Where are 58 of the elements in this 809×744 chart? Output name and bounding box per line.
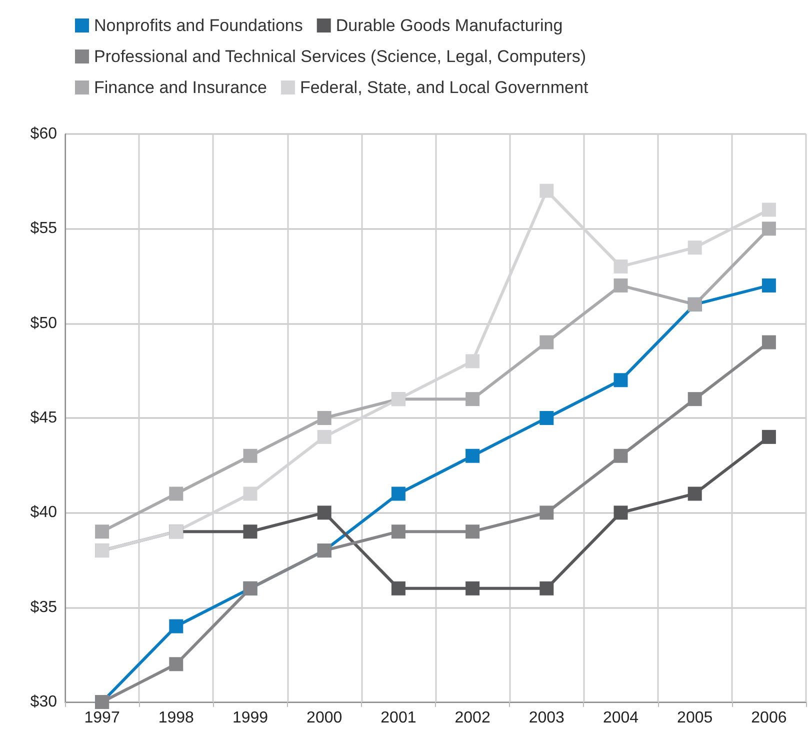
point <box>614 278 628 292</box>
x-tick-label: 2006 <box>751 710 787 726</box>
point <box>466 581 480 596</box>
legend-label: Nonprofits and Foundations <box>94 16 303 35</box>
point <box>169 486 184 501</box>
point <box>391 524 406 539</box>
point <box>688 240 702 255</box>
y-tick-label: $40 <box>30 504 58 522</box>
point <box>762 202 776 217</box>
point <box>466 392 480 406</box>
x-tick-label: 2003 <box>528 710 565 726</box>
legend-label: Durable Goods Manufacturing <box>336 16 563 35</box>
point <box>243 486 258 501</box>
point <box>317 506 332 520</box>
point <box>391 581 406 596</box>
point <box>243 448 258 463</box>
point <box>317 430 332 444</box>
y-tick-label: $30 <box>30 694 58 710</box>
legend-label: Finance and Insurance <box>94 78 267 97</box>
y-tick-label: $60 <box>30 126 58 142</box>
y-tick-label: $45 <box>30 410 58 426</box>
point <box>391 486 406 501</box>
point <box>540 184 554 198</box>
x-tick-label: 2000 <box>306 710 342 726</box>
point <box>169 619 184 634</box>
point <box>762 222 776 236</box>
x-tick-label: 2004 <box>602 710 639 726</box>
point <box>243 524 258 539</box>
point <box>762 335 776 350</box>
y-tick-label: $50 <box>30 314 58 332</box>
point <box>614 506 628 520</box>
point <box>614 260 628 274</box>
x-tick-label: 2002 <box>454 710 490 726</box>
point <box>466 448 480 463</box>
point <box>540 581 554 596</box>
point <box>540 335 554 350</box>
y-tick-label: $35 <box>30 598 58 616</box>
legend-label: Professional and Technical Services (Science, Legal, Computers) <box>94 47 586 66</box>
point <box>762 430 776 444</box>
point <box>95 524 110 539</box>
x-tick-label: 2005 <box>677 710 713 726</box>
point <box>169 657 184 672</box>
x-tick-label: 1998 <box>158 710 194 726</box>
point <box>466 524 480 539</box>
point <box>317 411 332 425</box>
x-tick-label: 2001 <box>380 710 416 726</box>
point <box>688 486 702 501</box>
point <box>762 278 776 292</box>
point <box>466 354 480 368</box>
point <box>614 448 628 463</box>
legend-label: Federal, State, and Local Government <box>300 78 588 97</box>
y-tick-label: $55 <box>30 220 58 238</box>
point <box>688 392 702 406</box>
point <box>540 411 554 425</box>
point <box>614 373 628 388</box>
point <box>540 506 554 520</box>
x-tick-label: 1999 <box>232 710 268 726</box>
x-tick-label: 1997 <box>84 710 120 726</box>
